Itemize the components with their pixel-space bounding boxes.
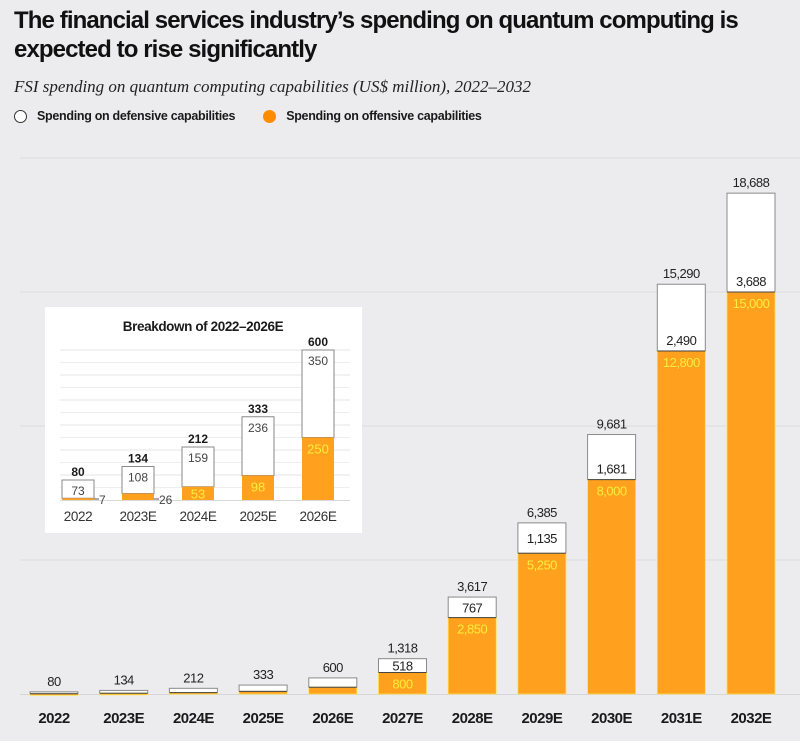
total-label: 18,688 — [733, 175, 770, 190]
x-tick-label: 2031E — [661, 710, 702, 727]
total-label: 9,681 — [597, 417, 627, 432]
inset-total-label: 134 — [128, 452, 148, 466]
offensive-value-label: 2,850 — [457, 622, 487, 637]
x-tick-label: 2022 — [38, 710, 70, 727]
legend-label-defensive: Spending on defensive capabilities — [37, 109, 236, 123]
bar-segment-offensive — [726, 291, 776, 695]
total-label: 600 — [323, 660, 343, 675]
bar-segment-offensive — [656, 350, 706, 695]
inset-defensive-label: 73 — [71, 484, 85, 498]
x-tick-label: 2026E — [312, 710, 353, 727]
x-tick-label: 2023E — [103, 710, 144, 727]
x-tick-label: 2029E — [521, 710, 562, 727]
inset-total-label: 212 — [188, 432, 208, 446]
total-label: 3,617 — [457, 579, 487, 594]
inset-offensive-label: 53 — [191, 486, 205, 501]
inset-x-tick-label: 2026E — [299, 509, 336, 524]
inset-bar-segment-offensive — [242, 475, 274, 500]
inset-bar-segment-offensive — [122, 493, 154, 500]
x-tick-label: 2024E — [173, 710, 214, 727]
legend-item-defensive: Spending on defensive capabilities — [14, 109, 235, 123]
inset-bar-segment-offensive — [302, 437, 334, 500]
total-label: 6,385 — [527, 505, 557, 520]
bar-segment-offensive — [517, 552, 567, 695]
inset-total-label: 600 — [308, 335, 328, 349]
total-label: 134 — [114, 672, 134, 687]
bar-segment-offensive — [447, 617, 497, 695]
inset-title: Breakdown of 2022–2026E — [123, 319, 284, 334]
x-tick-label: 2028E — [452, 710, 493, 727]
defensive-value-label: 3,688 — [736, 274, 766, 289]
legend: Spending on defensive capabilities Spend… — [14, 109, 510, 123]
inset-offensive-label: 7 — [99, 493, 106, 507]
defensive-value-label: 1,135 — [527, 531, 557, 546]
inset-bar-segment-defensive — [241, 416, 275, 476]
inset-bar-segment-defensive — [121, 466, 155, 494]
inset-total-label: 80 — [71, 465, 85, 479]
x-tick-label: 2025E — [243, 710, 284, 727]
offensive-value-label: 5,250 — [527, 557, 557, 572]
offensive-value-label: 800 — [392, 676, 412, 691]
inset-defensive-label: 108 — [128, 471, 148, 485]
inset-defensive-label: 159 — [188, 451, 208, 465]
inset-offensive-label: 26 — [159, 493, 173, 507]
inset-defensive-label: 350 — [308, 354, 328, 368]
chart-subtitle: FSI spending on quantum computing capabi… — [14, 77, 532, 96]
bar-segment-defensive — [656, 283, 706, 352]
total-label: 333 — [253, 667, 273, 682]
inset-x-tick-label: 2025E — [239, 509, 276, 524]
offensive-value-label: 12,800 — [663, 355, 700, 370]
chart-title: The financial services industry’s spendi… — [14, 7, 739, 63]
defensive-value-label: 2,490 — [666, 333, 696, 348]
legend-swatch-defensive-icon — [14, 109, 27, 123]
legend-item-offensive: Spending on offensive capabilities — [263, 109, 482, 123]
inset-bar-segment-offensive — [182, 486, 214, 500]
x-tick-label: 2030E — [591, 710, 632, 727]
inset-defensive-label: 236 — [248, 421, 268, 435]
inset-bar-segment-defensive — [181, 446, 215, 488]
offensive-value-label: 8,000 — [597, 484, 627, 499]
inset-offensive-label: 250 — [307, 442, 329, 457]
total-label: 1,318 — [387, 641, 417, 656]
defensive-value-label: 1,681 — [597, 462, 627, 477]
inset-x-tick-label: 2022 — [64, 509, 92, 524]
legend-swatch-offensive-icon — [263, 109, 277, 123]
bar-segment-offensive — [587, 479, 636, 695]
inset-bar-segment-offensive — [62, 498, 94, 500]
total-label: 15,290 — [663, 266, 700, 281]
inset-x-tick-label: 2023E — [119, 509, 156, 524]
x-tick-label: 2027E — [382, 710, 423, 727]
legend-label-offensive: Spending on offensive capabilities — [286, 109, 482, 123]
x-tick-label: 2032E — [731, 710, 772, 727]
total-label: 80 — [47, 674, 61, 689]
total-label: 212 — [183, 670, 203, 685]
defensive-value-label: 767 — [462, 600, 482, 615]
inset-x-tick-label: 2024E — [179, 509, 216, 524]
inset-offensive-label: 98 — [251, 480, 265, 495]
inset-total-label: 333 — [248, 402, 268, 416]
defensive-value-label: 518 — [392, 659, 412, 674]
offensive-value-label: 15,000 — [733, 296, 770, 311]
